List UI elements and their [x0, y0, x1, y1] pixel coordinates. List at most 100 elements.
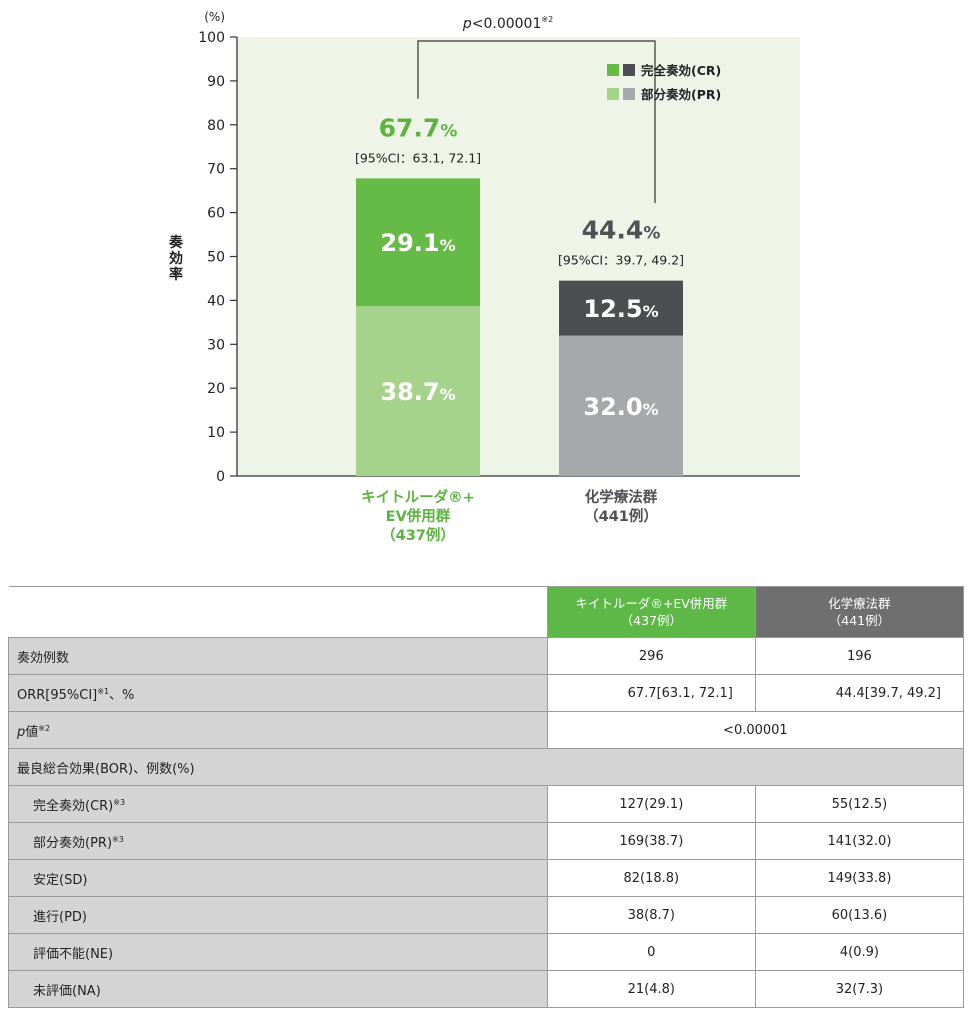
- table-header-blank: [8, 586, 548, 638]
- cell-pr-combo: 169(38.7): [546, 822, 756, 860]
- cell-cr-chemo: 55(12.5): [754, 785, 965, 823]
- x-category-label: 化学療法群: [585, 488, 658, 506]
- cell-sd-combo: 82(18.8): [546, 859, 756, 897]
- cell-orr-chemo: 44.4[39.7, 49.2]: [754, 674, 965, 712]
- table-row-cr: 完全奏効(CR)※3 127(29.1) 55(12.5): [8, 785, 965, 823]
- pvalue-annotation: p<0.00001※2: [462, 15, 553, 32]
- y-tick-label: 40: [207, 293, 225, 309]
- y-unit-label: (%): [204, 10, 225, 24]
- table-row-pr: 部分奏効(PR)※3 169(38.7) 141(32.0): [8, 822, 965, 860]
- row-label-pd: 進行(PD): [8, 896, 548, 934]
- bar-ci-label: [95%CI：63.1, 72.1]: [355, 150, 481, 165]
- cell-na-combo: 21(4.8): [546, 970, 756, 1008]
- pvalue-footnote-mark: ※2: [38, 723, 51, 733]
- legend-swatch-green: [607, 64, 619, 76]
- header-chemo-name: 化学療法群: [828, 596, 891, 611]
- cell-ne-chemo: 4(0.9): [754, 933, 965, 971]
- header-combo-n: （437例）: [620, 613, 682, 628]
- y-tick-label: 70: [207, 162, 225, 178]
- cell-pd-chemo: 60(13.6): [754, 896, 965, 934]
- bar-segment-pr: [356, 306, 480, 476]
- row-label-pvalue: p値※2: [8, 711, 548, 749]
- cell-responders-combo: 296: [546, 637, 756, 675]
- value-unit: %: [440, 121, 457, 141]
- bar-ci-label: [95%CI：39.7, 49.2]: [558, 253, 684, 268]
- x-category-label: （437例）: [381, 526, 455, 544]
- row-label-bor-section: 最良総合効果(BOR)、例数(%): [8, 748, 964, 786]
- y-axis-title-char: 率: [169, 266, 183, 283]
- stacked-bar-chart-svg: 0102030405060708090100(%)奏効率38.7%29.1%67…: [168, 10, 800, 544]
- response-table: キイトルーダ®+EV併用群 （437例） 化学療法群 （441例） 奏効例数 2…: [8, 586, 965, 1008]
- bar-segment-cr: [559, 280, 683, 336]
- bar-segment-cr: [356, 178, 480, 307]
- bar-total-label: 67.7%: [379, 113, 458, 142]
- table-row-sd: 安定(SD) 82(18.8) 149(33.8): [8, 859, 965, 897]
- table-row-pvalue: p値※2 <0.00001: [8, 711, 965, 749]
- table-header-combo-group: キイトルーダ®+EV併用群 （437例）: [546, 586, 756, 638]
- pr-label-text: 部分奏効(PR): [33, 835, 113, 851]
- pvalue-p: p: [462, 16, 472, 32]
- cell-orr-combo: 67.7[63.1, 72.1]: [546, 674, 756, 712]
- x-category-label: キイトルーダ®+: [361, 488, 475, 506]
- y-tick-label: 10: [207, 425, 225, 441]
- pvalue-label-p: p: [17, 724, 26, 740]
- table-row-ne: 評価不能(NE) 0 4(0.9): [8, 933, 965, 971]
- cell-pd-combo: 38(8.7): [546, 896, 756, 934]
- orr-label-text: ORR[95%CI]: [17, 687, 98, 703]
- legend-swatch-green: [607, 88, 619, 100]
- row-label-ne: 評価不能(NE): [8, 933, 548, 971]
- orr-footnote-mark: ※1: [97, 686, 110, 696]
- table-row-orr: ORR[95%CI]※1、% 67.7[63.1, 72.1] 44.4[39.…: [8, 674, 965, 712]
- legend-label: 部分奏効(PR): [641, 87, 721, 102]
- orr-label-suffix: 、%: [109, 687, 135, 703]
- value-unit: %: [440, 385, 456, 404]
- y-tick-label: 30: [207, 337, 225, 353]
- bar-value-label-cr: 12.5%: [583, 295, 658, 323]
- x-category-label: EV併用群: [386, 507, 451, 525]
- y-tick-label: 80: [207, 118, 225, 134]
- pvalue-footnote-mark: ※2: [541, 15, 553, 24]
- bar-value-label-pr: 38.7%: [380, 378, 455, 406]
- y-tick-label: 20: [207, 381, 225, 397]
- y-tick-label: 0: [216, 469, 225, 485]
- legend-label: 完全奏効(CR): [641, 63, 721, 78]
- cell-sd-chemo: 149(33.8): [754, 859, 965, 897]
- y-axis-title-char: 効: [169, 250, 183, 267]
- cell-responders-chemo: 196: [754, 637, 965, 675]
- header-chemo-n: （441例）: [828, 613, 891, 628]
- cr-footnote-mark: ※3: [113, 797, 126, 807]
- value-unit: %: [643, 400, 659, 419]
- table-header-chemo-group: 化学療法群 （441例）: [754, 586, 965, 638]
- value-number: 32.0: [583, 393, 642, 421]
- table-header-row: キイトルーダ®+EV併用群 （437例） 化学療法群 （441例）: [8, 586, 965, 638]
- row-label-sd: 安定(SD): [8, 859, 548, 897]
- table-row-bor-section: 最良総合効果(BOR)、例数(%): [8, 748, 964, 786]
- row-label-pr: 部分奏効(PR)※3: [8, 822, 548, 860]
- x-category-label: （441例）: [584, 507, 658, 525]
- y-tick-label: 50: [207, 250, 225, 266]
- table-row-na: 未評価(NA) 21(4.8) 32(7.3): [8, 970, 965, 1008]
- y-tick-label: 60: [207, 206, 225, 222]
- legend-swatch-gray: [623, 64, 635, 76]
- plot-background: [237, 37, 800, 476]
- bar-segment-pr: [559, 335, 683, 476]
- cell-na-chemo: 32(7.3): [754, 970, 965, 1008]
- value-number: 67.7: [379, 113, 441, 142]
- bar-value-label-cr: 29.1%: [380, 229, 455, 257]
- cell-cr-combo: 127(29.1): [546, 785, 756, 823]
- significance-bracket: [417, 40, 656, 204]
- pvalue-label-rest: 値: [25, 724, 39, 740]
- pvalue-text: <0.00001: [472, 16, 542, 32]
- value-number: 44.4: [582, 216, 644, 245]
- bar-value-label-pr: 32.0%: [583, 393, 658, 421]
- value-unit: %: [440, 236, 456, 255]
- row-label-orr: ORR[95%CI]※1、%: [8, 674, 548, 712]
- value-unit: %: [643, 302, 659, 321]
- row-label-responders: 奏効例数: [8, 637, 548, 675]
- value-number: 29.1: [380, 229, 439, 257]
- y-axis-title-char: 奏: [168, 234, 184, 251]
- y-tick-label: 90: [207, 74, 225, 90]
- value-number: 12.5: [583, 295, 642, 323]
- value-number: 38.7: [380, 378, 439, 406]
- bar-total-label: 44.4%: [582, 216, 661, 245]
